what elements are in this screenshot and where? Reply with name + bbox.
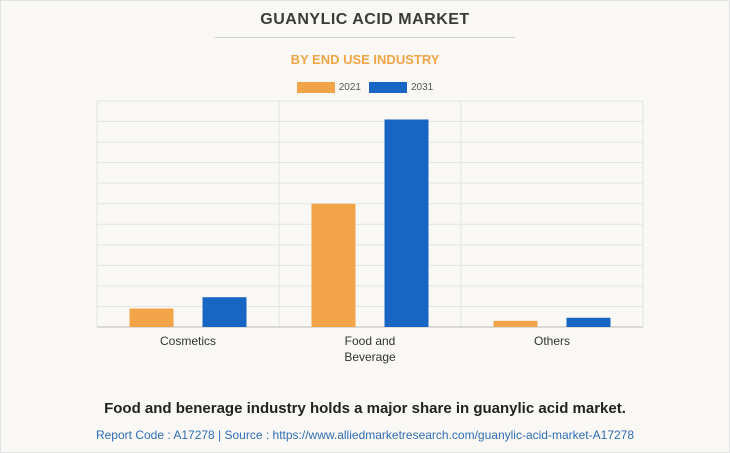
headline-caption: Food and benerage industry holds a major… — [104, 400, 626, 417]
x-tick-label-cosmetics: Cosmetics — [160, 334, 216, 348]
bar-2031-food-and-beverage — [384, 119, 429, 327]
legend-label-2021: 2021 — [338, 81, 361, 93]
bar-2031-cosmetics — [202, 297, 247, 327]
source-footer[interactable]: Report Code : A17278 | Source : https://… — [95, 428, 635, 442]
legend: 2021 2031 — [0, 80, 730, 94]
chart-title: GUANYLIC ACID MARKET — [260, 11, 470, 28]
bar-chart: Cosmetics Food and Beverage Others — [96, 100, 644, 364]
legend-label-2031: 2031 — [411, 81, 434, 93]
x-tick-label-food-and-beverage: Food and Beverage — [344, 334, 396, 364]
legend-item-2031: 2031 — [369, 81, 434, 93]
title-divider — [215, 37, 515, 38]
chart-subtitle: BY END USE INDUSTRY — [290, 52, 440, 67]
legend-item-2021: 2021 — [296, 81, 361, 93]
x-tick-label-others: Others — [534, 334, 570, 348]
bar-2031-others — [566, 317, 611, 327]
bar-2021-cosmetics — [129, 308, 174, 327]
legend-swatch-2021 — [296, 81, 335, 93]
bar-2021-others — [493, 320, 538, 327]
legend-swatch-2031 — [369, 81, 407, 93]
bar-2021-food-and-beverage — [311, 203, 356, 327]
